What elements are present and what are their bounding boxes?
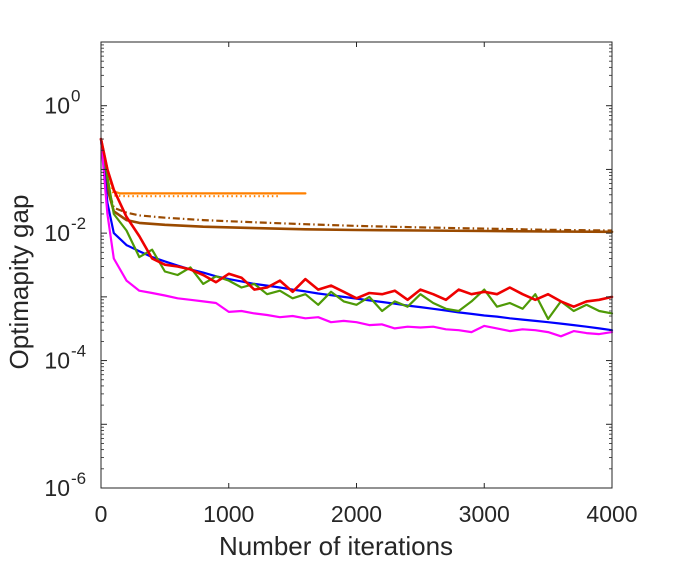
series-line-6 [99,137,614,338]
y-tick-exponent: -6 [71,469,86,488]
series-line-7 [99,137,614,309]
y-axis-label: Optimapity gap [4,195,34,370]
y-tick-exponent: -4 [71,342,86,361]
y-tick-exponent: 0 [71,87,80,106]
y-tick-label: 10 [44,93,70,119]
x-tick-label: 3000 [459,501,510,527]
series-line-3 [99,138,613,232]
y-tick-label: 10 [44,348,70,374]
x-tick-label: 0 [95,501,108,527]
x-tick-label: 4000 [586,501,637,527]
x-tick-label: 2000 [331,501,382,527]
series-line-2 [99,137,614,234]
series-line-5 [99,137,614,321]
series-layer [99,137,614,338]
x-axis-label: Number of iterations [219,531,453,561]
series-line-1 [99,138,280,198]
plot-area [101,42,612,488]
x-tick-label: 1000 [203,501,254,527]
ticks-layer [100,41,613,489]
y-tick-label: 10 [44,475,70,501]
y-tick-exponent: -2 [71,214,86,233]
y-tick-label: 10 [44,220,70,246]
